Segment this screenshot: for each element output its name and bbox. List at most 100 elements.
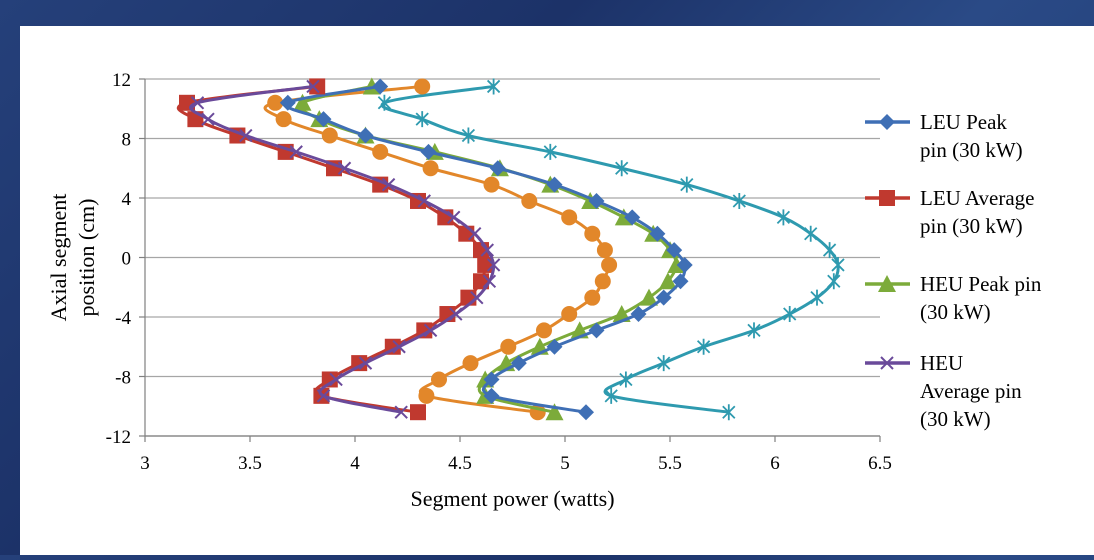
data-point [630, 306, 647, 323]
data-point [482, 274, 497, 289]
data-point [561, 209, 578, 226]
chart-panel: 12 8 4 0 -4 -8 -12 3 3.5 4 4.5 5 5.5 6 6.5 Segment powe… [20, 26, 1094, 555]
data-point [449, 307, 463, 321]
data-point [392, 340, 406, 354]
data-point [578, 404, 594, 421]
data-point [521, 192, 538, 209]
data-point [423, 323, 438, 338]
data-point [279, 94, 296, 111]
data-point [410, 404, 426, 421]
x-tick-label: 6.5 [868, 453, 892, 474]
data-point [804, 225, 818, 242]
data-point [415, 111, 429, 128]
x-tick-label: 5 [560, 453, 570, 474]
data-point [201, 112, 215, 126]
data-point [672, 273, 689, 290]
legend-label: pin (30 kW) [920, 214, 1023, 238]
series-line [263, 84, 611, 414]
x-tick-label: 6 [770, 453, 780, 474]
data-point [776, 209, 791, 226]
data-point [483, 387, 500, 404]
data-point [467, 226, 482, 241]
data-point [190, 96, 205, 110]
data-point [588, 322, 605, 339]
data-point [722, 404, 736, 421]
data-point [732, 192, 746, 209]
legend-label: (30 kW) [920, 407, 991, 431]
data-point [480, 243, 495, 257]
y-tick-label: 4 [122, 189, 132, 210]
data-point [666, 242, 683, 259]
data-point [289, 145, 303, 159]
data-point [329, 372, 343, 387]
data-point [543, 143, 557, 160]
data-point [546, 338, 563, 355]
data-point [655, 289, 672, 306]
data-point [358, 356, 373, 370]
data-point [584, 225, 601, 242]
y-tick-label: 8 [122, 130, 132, 151]
data-point [486, 258, 501, 272]
legend-marker [880, 356, 894, 370]
data-point [657, 355, 671, 372]
legend-label: HEU Peak pin [920, 272, 1042, 296]
legend-label: LEU Average [920, 186, 1034, 210]
data-point [747, 322, 761, 339]
data-point [594, 273, 611, 290]
y-tick-label: -8 [115, 368, 131, 389]
legend-label: LEU Peak [920, 110, 1007, 134]
data-point [615, 160, 629, 177]
x-tick-label: 5.5 [658, 453, 682, 474]
data-point [414, 78, 431, 95]
data-point [483, 371, 500, 388]
data-point [510, 355, 527, 372]
data-point [783, 306, 797, 323]
data-point [372, 143, 389, 160]
data-point [321, 127, 338, 144]
data-point [601, 256, 618, 273]
legend-label: pin (30 kW) [920, 138, 1023, 162]
data-point [546, 176, 563, 193]
segment-power-chart: 12 8 4 0 -4 -8 -12 3 3.5 4 4.5 5 5.5 6 6.5 Segment powe… [46, 70, 1042, 511]
data-point [321, 371, 338, 388]
data-point [604, 387, 618, 404]
y-tick-label: -4 [115, 308, 131, 329]
data-point [624, 209, 641, 226]
data-point [561, 306, 578, 323]
data-point [431, 371, 447, 388]
data-point [306, 79, 320, 94]
y-tick-label: -12 [106, 427, 131, 448]
data-point [486, 78, 501, 95]
legend-marker [879, 114, 895, 130]
data-point [418, 387, 435, 404]
x-tick-label: 4 [350, 453, 360, 474]
x-tick-label: 3.5 [238, 453, 262, 474]
data-point [309, 78, 326, 95]
data-point [446, 210, 461, 225]
data-point [649, 225, 666, 242]
data-point [337, 161, 352, 175]
data-point [316, 389, 331, 403]
data-point [658, 272, 677, 290]
data-point [417, 194, 432, 208]
data-point [293, 93, 312, 111]
data-point [596, 242, 613, 259]
data-point [536, 322, 552, 339]
y-tick-label: 12 [112, 70, 131, 91]
data-point [680, 176, 694, 193]
legend-label: (30 kW) [920, 300, 991, 324]
data-point [275, 111, 292, 128]
data-point [588, 192, 605, 209]
data-point [676, 256, 693, 273]
data-point [394, 405, 408, 419]
x-tick-label: 4.5 [448, 453, 472, 474]
data-point [827, 273, 841, 290]
data-point [377, 94, 392, 111]
data-point [696, 338, 711, 355]
data-point [584, 289, 601, 306]
data-point [267, 94, 284, 111]
data-point [831, 256, 845, 273]
data-point [545, 403, 564, 421]
data-point [381, 177, 396, 192]
legend-label: HEU [920, 351, 963, 375]
